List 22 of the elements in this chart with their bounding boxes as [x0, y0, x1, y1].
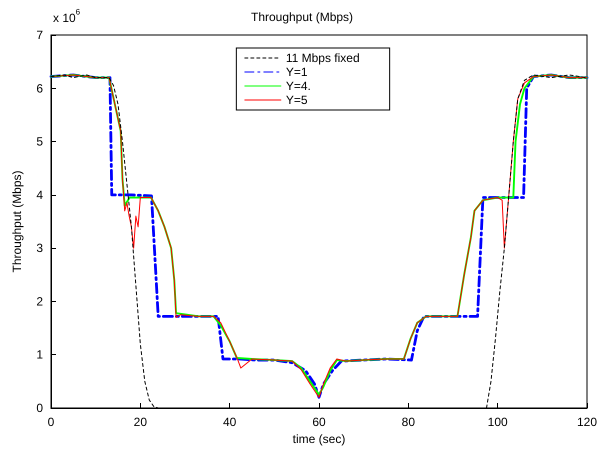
- x-tick-label: 120: [576, 415, 598, 429]
- y-tick-label: 4: [36, 188, 44, 202]
- x-tick-label: 80: [402, 415, 416, 429]
- x-tick-label: 0: [48, 415, 55, 429]
- y-tick-label: 5: [36, 134, 44, 149]
- x-tick-label: 40: [222, 415, 237, 429]
- y-tick-label: 2: [36, 294, 44, 308]
- x-tick-label: 100: [488, 415, 508, 429]
- y-tick-label: 3: [36, 241, 44, 256]
- x-tick-label: 20: [134, 415, 148, 429]
- y-tick-label: 7: [36, 28, 44, 42]
- legend-label: Y=5: [286, 93, 308, 107]
- y-axis-title: Throughput (Mbps): [10, 170, 24, 273]
- legend-label: Y=1: [286, 65, 308, 79]
- chart-title: Throughput (Mbps): [250, 10, 354, 24]
- y-tick-label: 1: [36, 348, 44, 362]
- legend-label: Y=4.: [286, 79, 311, 93]
- x-tick-label: 60: [312, 415, 326, 429]
- x-axis-title: time (sec): [292, 432, 346, 446]
- y-tick-label: 6: [36, 81, 44, 96]
- legend-label: 11 Mbps fixed: [286, 51, 360, 65]
- y-tick-label: 0: [36, 401, 44, 415]
